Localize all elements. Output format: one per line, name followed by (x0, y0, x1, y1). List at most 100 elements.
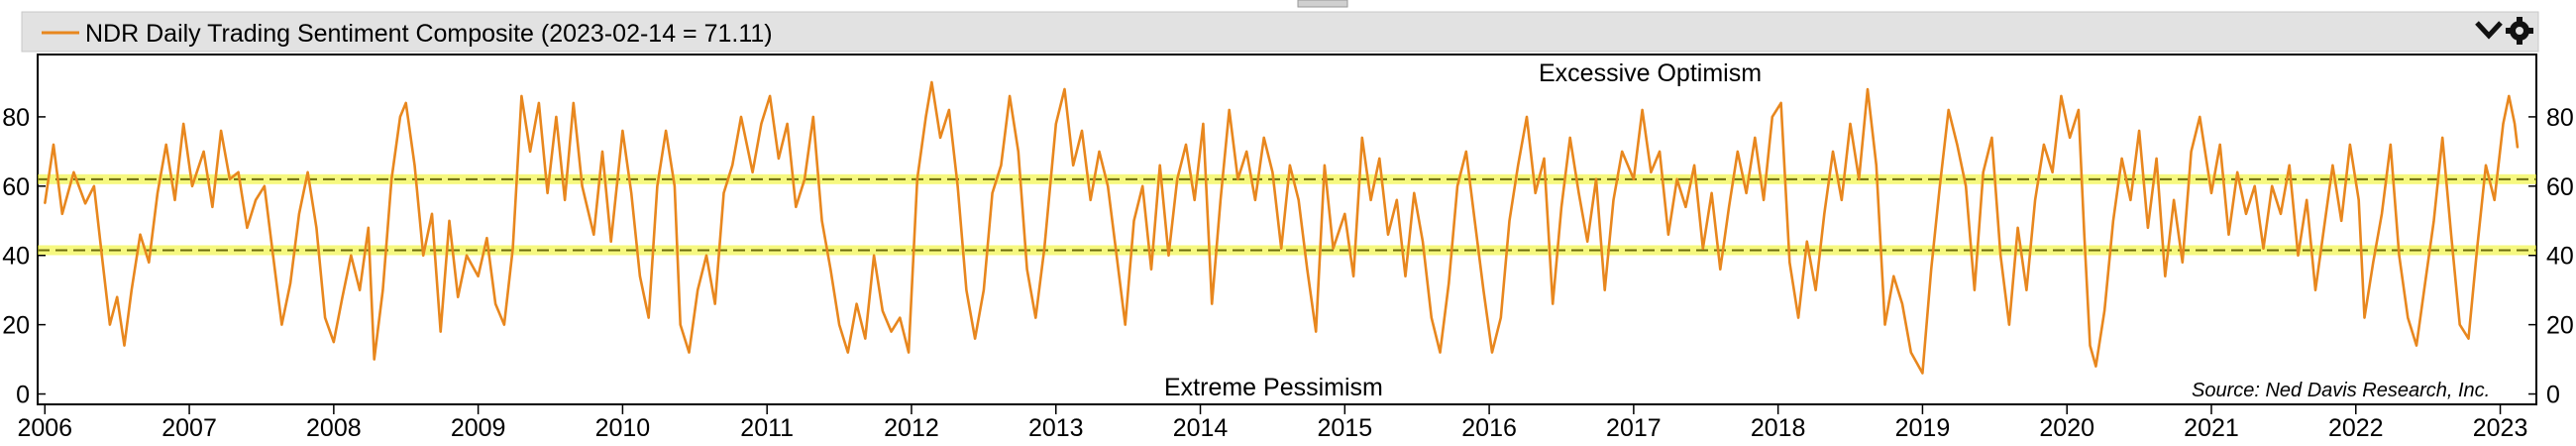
data-point (1823, 213, 1826, 215)
data-point (2349, 144, 2351, 146)
data-point (164, 144, 167, 146)
data-point (2331, 165, 2334, 167)
chevron-down-icon[interactable] (2475, 21, 2503, 40)
gear-icon[interactable] (2506, 17, 2533, 45)
data-point (1422, 240, 1424, 243)
data-point (2340, 220, 2342, 222)
data-point (529, 151, 531, 153)
x-tick-label: 2021 (2184, 414, 2239, 442)
data-point (2450, 233, 2452, 236)
data-point (494, 302, 496, 305)
data-point (573, 102, 575, 104)
data-point (139, 233, 142, 236)
data-point (1650, 171, 1653, 173)
data-point (1797, 316, 1799, 319)
data-point (948, 109, 950, 111)
x-tick-label: 2018 (1751, 414, 1806, 442)
data-point (2008, 323, 2010, 326)
data-point (148, 261, 151, 264)
data-point (2306, 199, 2308, 201)
data-point (1289, 165, 1291, 167)
x-tick-label: 2015 (1317, 414, 1372, 442)
data-point (2262, 247, 2265, 250)
data-point (2363, 316, 2366, 319)
data-point (2078, 109, 2080, 111)
data-point (1000, 165, 1003, 167)
data-point (53, 144, 54, 146)
data-point (466, 254, 468, 257)
data-point (1098, 151, 1101, 153)
data-point (289, 281, 291, 284)
data-point (2227, 233, 2230, 236)
data-point (381, 288, 384, 291)
data-point (61, 213, 63, 215)
resize-handle[interactable] (1297, 0, 1348, 8)
x-tick-label: 2020 (2039, 414, 2094, 442)
data-point (1245, 151, 1247, 153)
legend-bar: NDR Daily Trading Sentiment Composite (2… (21, 11, 2539, 53)
data-point (1552, 302, 1554, 305)
data-point (280, 323, 283, 326)
data-point (341, 295, 344, 298)
data-point (2423, 281, 2426, 284)
data-point (1892, 275, 1895, 278)
data-point (1072, 165, 1074, 167)
data-point (1832, 151, 1834, 153)
data-point (882, 309, 884, 312)
data-point (202, 151, 205, 153)
x-tick-label: 2016 (1461, 414, 1517, 442)
data-point (1297, 199, 1300, 201)
data-point (2288, 165, 2291, 167)
data-point (2458, 323, 2461, 326)
data-point (2398, 254, 2401, 257)
data-point (211, 206, 214, 208)
data-point (271, 254, 274, 257)
data-point (1876, 165, 1878, 167)
data-point (413, 165, 416, 167)
data-point (1500, 316, 1502, 319)
data-point (829, 268, 832, 271)
data-point (601, 151, 603, 153)
data-point (399, 116, 401, 118)
data-point (157, 192, 159, 194)
data-point (116, 295, 118, 298)
data-point (983, 288, 985, 291)
y-tick-label-left: 80 (2, 104, 30, 132)
data-point (1387, 233, 1389, 236)
data-point (820, 220, 823, 222)
plot-frame (37, 54, 2537, 405)
data-point (2190, 151, 2193, 153)
data-point (1684, 206, 1687, 208)
data-point (2210, 192, 2212, 194)
data-point (2322, 227, 2325, 229)
data-point (182, 123, 184, 125)
y-tick-label-right: 80 (2546, 104, 2574, 132)
data-point (1158, 165, 1161, 167)
data-point (1737, 151, 1739, 153)
data-point (647, 316, 650, 319)
data-point (2253, 185, 2256, 187)
data-point (731, 165, 733, 167)
data-point (1745, 192, 1748, 194)
data-point (44, 202, 47, 205)
data-point (956, 185, 959, 187)
data-point (2147, 227, 2149, 229)
data-point (2199, 116, 2201, 118)
data-point (1034, 316, 1037, 319)
data-point (1956, 144, 1959, 146)
data-point (974, 337, 976, 340)
data-point (2094, 365, 2097, 368)
data-point (740, 116, 742, 118)
data-point (1220, 199, 1222, 201)
x-tick-label: 2014 (1173, 414, 1229, 442)
data-point (1814, 288, 1817, 291)
data-point (713, 302, 716, 305)
data-point (2173, 199, 2175, 201)
data-point (1939, 185, 1941, 187)
data-point (1439, 351, 1442, 354)
data-point (373, 358, 376, 361)
x-tick-label: 2013 (1028, 414, 1084, 442)
data-point (2467, 337, 2470, 340)
data-point (448, 220, 451, 222)
